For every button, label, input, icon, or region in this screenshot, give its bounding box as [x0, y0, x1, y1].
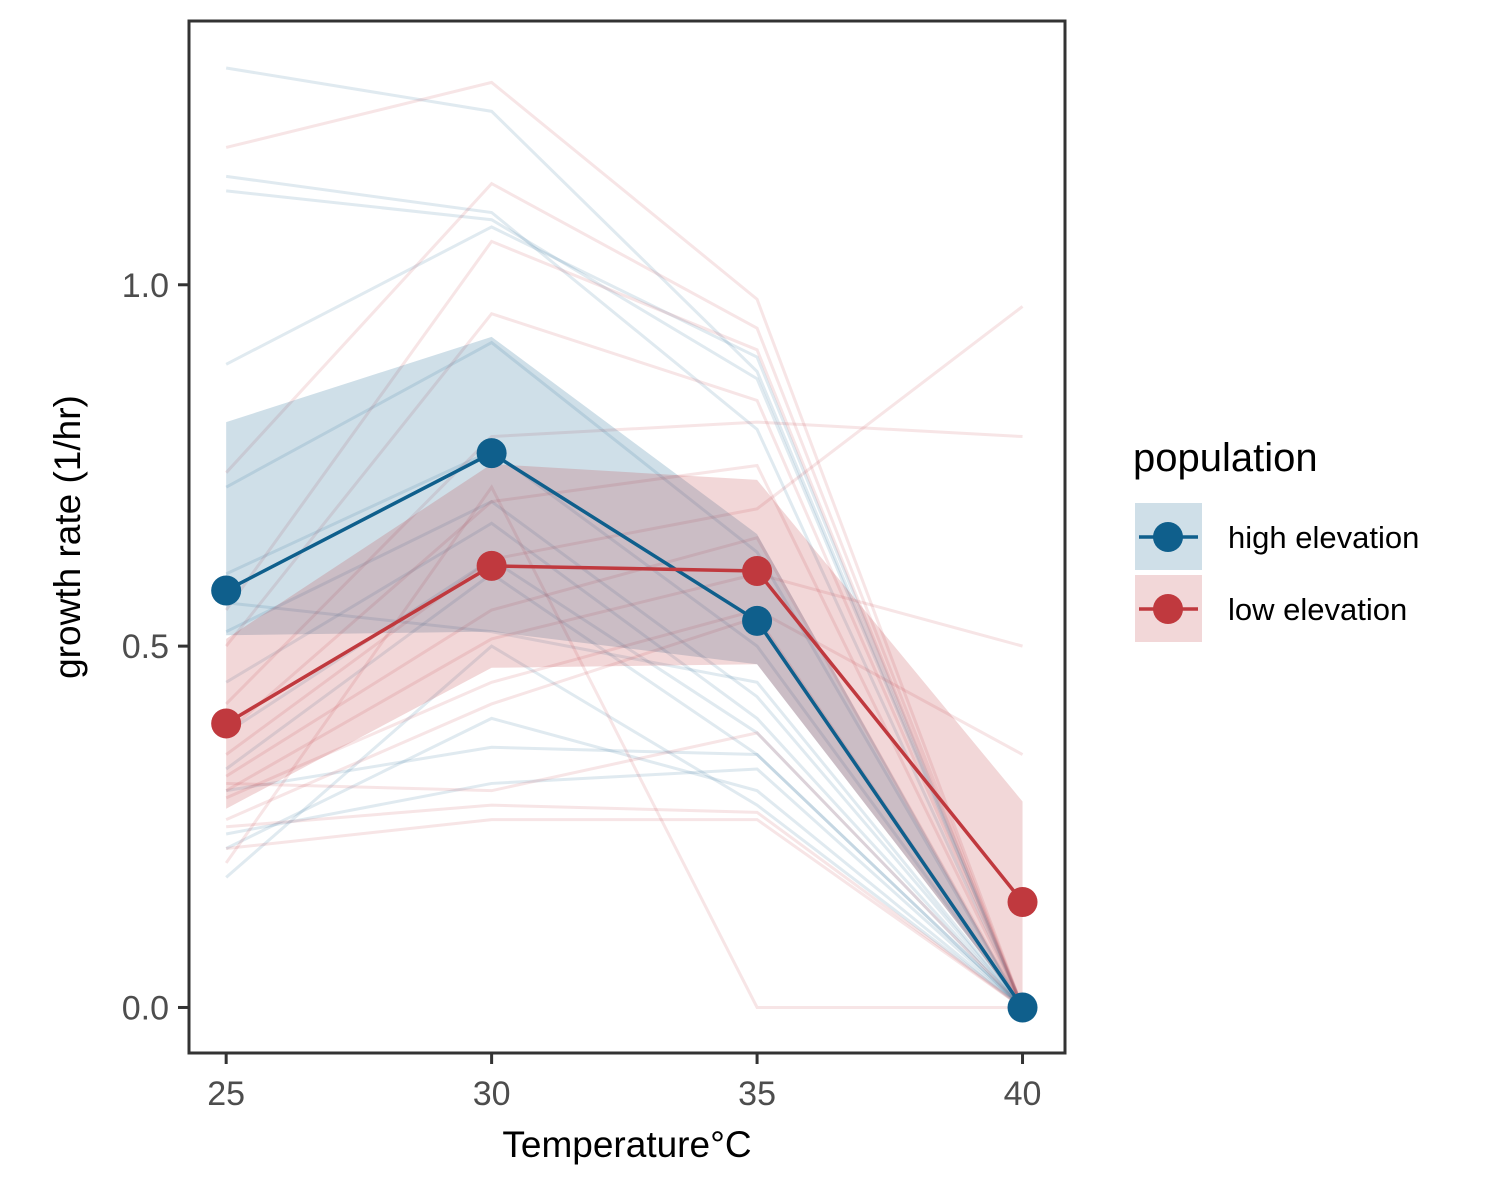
y-axis-title: growth rate (1/hr) — [47, 395, 88, 679]
high-elevation-individual-line — [225, 767, 1024, 1009]
high-elevation-individual-line — [225, 225, 1024, 1009]
low-elevation-individual-line — [224, 311, 1024, 1009]
low-elevation-point — [476, 550, 507, 581]
high-elevation-individual-line — [225, 644, 1024, 1009]
low-elevation-ribbon — [226, 464, 1023, 1008]
low-elevation-individual-line — [225, 608, 1024, 800]
high-elevation-point — [1007, 992, 1038, 1023]
high-elevation-individual-line — [225, 716, 1024, 1009]
x-tick-label: 30 — [473, 1075, 511, 1113]
low-elevation-individual-line — [225, 80, 1024, 1008]
high-elevation-individual-line — [225, 449, 1024, 1009]
low-elevation-individual-line — [224, 239, 1024, 1009]
high-elevation-individual-line — [225, 66, 1024, 1009]
low-elevation-individual-line — [226, 818, 1024, 1009]
low-elevation-mean-line — [225, 564, 1024, 904]
high-elevation-individual-line — [225, 499, 1024, 1009]
low-elevation-individual-line — [225, 305, 1024, 756]
y-tick-label: 0.5 — [122, 628, 169, 666]
high-elevation-individual-line — [225, 174, 1024, 1009]
low-elevation-point — [742, 555, 773, 586]
low-elevation-point — [211, 708, 242, 739]
legend-label: low elevation — [1228, 592, 1407, 627]
high-elevation-individual-line — [225, 340, 1024, 1009]
x-tick-label: 35 — [738, 1075, 776, 1113]
high-elevation-mean-line — [225, 451, 1024, 1009]
high-elevation-point — [211, 575, 242, 606]
legend-title: population — [1133, 436, 1318, 480]
plot-area — [211, 66, 1038, 1023]
low-elevation-point — [1007, 886, 1038, 917]
high-elevation-ribbon — [226, 336, 1023, 1008]
low-elevation-individual-line — [226, 731, 1024, 1009]
axes: 25 30 35 40 0.0 0.5 1.0 — [122, 267, 1042, 1113]
low-elevation-individual-line — [225, 181, 1024, 1009]
low-elevation-individual-line — [225, 420, 1023, 705]
low-elevation-individual-line — [225, 572, 1023, 792]
x-axis-title: Temperature°C — [502, 1124, 751, 1165]
plot-border — [187, 19, 1067, 1055]
y-tick-label: 1.0 — [122, 267, 169, 305]
legend: population high elevation low elevation — [1133, 436, 1419, 642]
low-elevation-individual-line — [224, 484, 1023, 1009]
legend-label: high elevation — [1228, 520, 1419, 555]
high-elevation-point — [742, 605, 773, 636]
x-tick-label: 40 — [1004, 1075, 1042, 1113]
high-elevation-individual-line — [225, 572, 1024, 1009]
high-elevation-point — [476, 438, 507, 469]
low-elevation-individual-line — [225, 535, 1024, 1009]
high-elevation-individual-line — [225, 745, 1024, 1009]
y-tick-label: 0.0 — [122, 989, 169, 1027]
high-elevation-individual-line — [226, 189, 1024, 1009]
high-elevation-individual-line — [226, 601, 1024, 1009]
low-elevation-individual-line — [226, 803, 1024, 1009]
legend-key-point — [1153, 522, 1183, 552]
legend-key-point — [1153, 594, 1183, 624]
x-tick-label: 25 — [207, 1075, 245, 1113]
high-elevation-individual-line — [225, 521, 1024, 1009]
